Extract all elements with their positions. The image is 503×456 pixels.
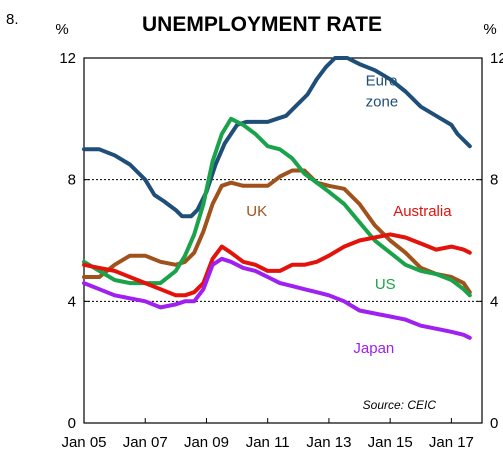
series-label-us: US bbox=[375, 276, 396, 293]
y-tick-label-right: 8 bbox=[490, 172, 498, 189]
series-label-japan: Japan bbox=[353, 340, 394, 357]
y-tick-label-right: 0 bbox=[490, 415, 498, 432]
series-label-euro-zone: Euro bbox=[366, 72, 398, 89]
y-unit-right: % bbox=[483, 21, 496, 38]
x-tick-label: Jan 07 bbox=[123, 434, 168, 451]
y-tick-label-left: 4 bbox=[68, 293, 76, 310]
series-line-japan bbox=[82, 256, 472, 340]
y-tick-label-left: 0 bbox=[68, 415, 76, 432]
x-tick-label: Jan 15 bbox=[368, 434, 413, 451]
series-labels: Euro zone UK Australia US Japan bbox=[246, 72, 452, 357]
y-axis-ticks: 0 0 4 4 8 8 12 12 bbox=[59, 50, 503, 432]
plot-frame bbox=[83, 57, 483, 424]
x-tick-label: Jan 13 bbox=[306, 434, 351, 451]
y-tick-label-left: 12 bbox=[59, 50, 76, 67]
y-tick-label-right: 4 bbox=[490, 293, 498, 310]
series-line-us bbox=[82, 116, 472, 298]
series-label-uk: UK bbox=[246, 203, 267, 220]
series-label-euro-zone: zone bbox=[366, 94, 399, 111]
x-axis-ticks: Jan 05 Jan 07 Jan 09 Jan 11 Jan 13 Jan 15 Jan … bbox=[61, 418, 474, 451]
source-note: Source: CEIC bbox=[363, 398, 437, 412]
series-line-australia bbox=[82, 232, 472, 298]
chart-title: UNEMPLOYMENT RATE bbox=[142, 13, 382, 36]
series-line-uk bbox=[82, 168, 472, 295]
series-lines bbox=[82, 56, 472, 340]
y-tick-label-right: 12 bbox=[490, 50, 503, 67]
x-tick-label: Jan 09 bbox=[184, 434, 229, 451]
series-line-euro-zone bbox=[82, 56, 472, 219]
figure-number: 8. bbox=[6, 11, 19, 28]
y-tick-label-left: 8 bbox=[68, 172, 76, 189]
series-label-australia: Australia bbox=[393, 203, 452, 220]
x-tick-label: Jan 17 bbox=[429, 434, 474, 451]
x-tick-label: Jan 05 bbox=[61, 434, 106, 451]
x-tick-label: Jan 11 bbox=[246, 434, 290, 451]
y-unit-left: % bbox=[55, 21, 68, 38]
